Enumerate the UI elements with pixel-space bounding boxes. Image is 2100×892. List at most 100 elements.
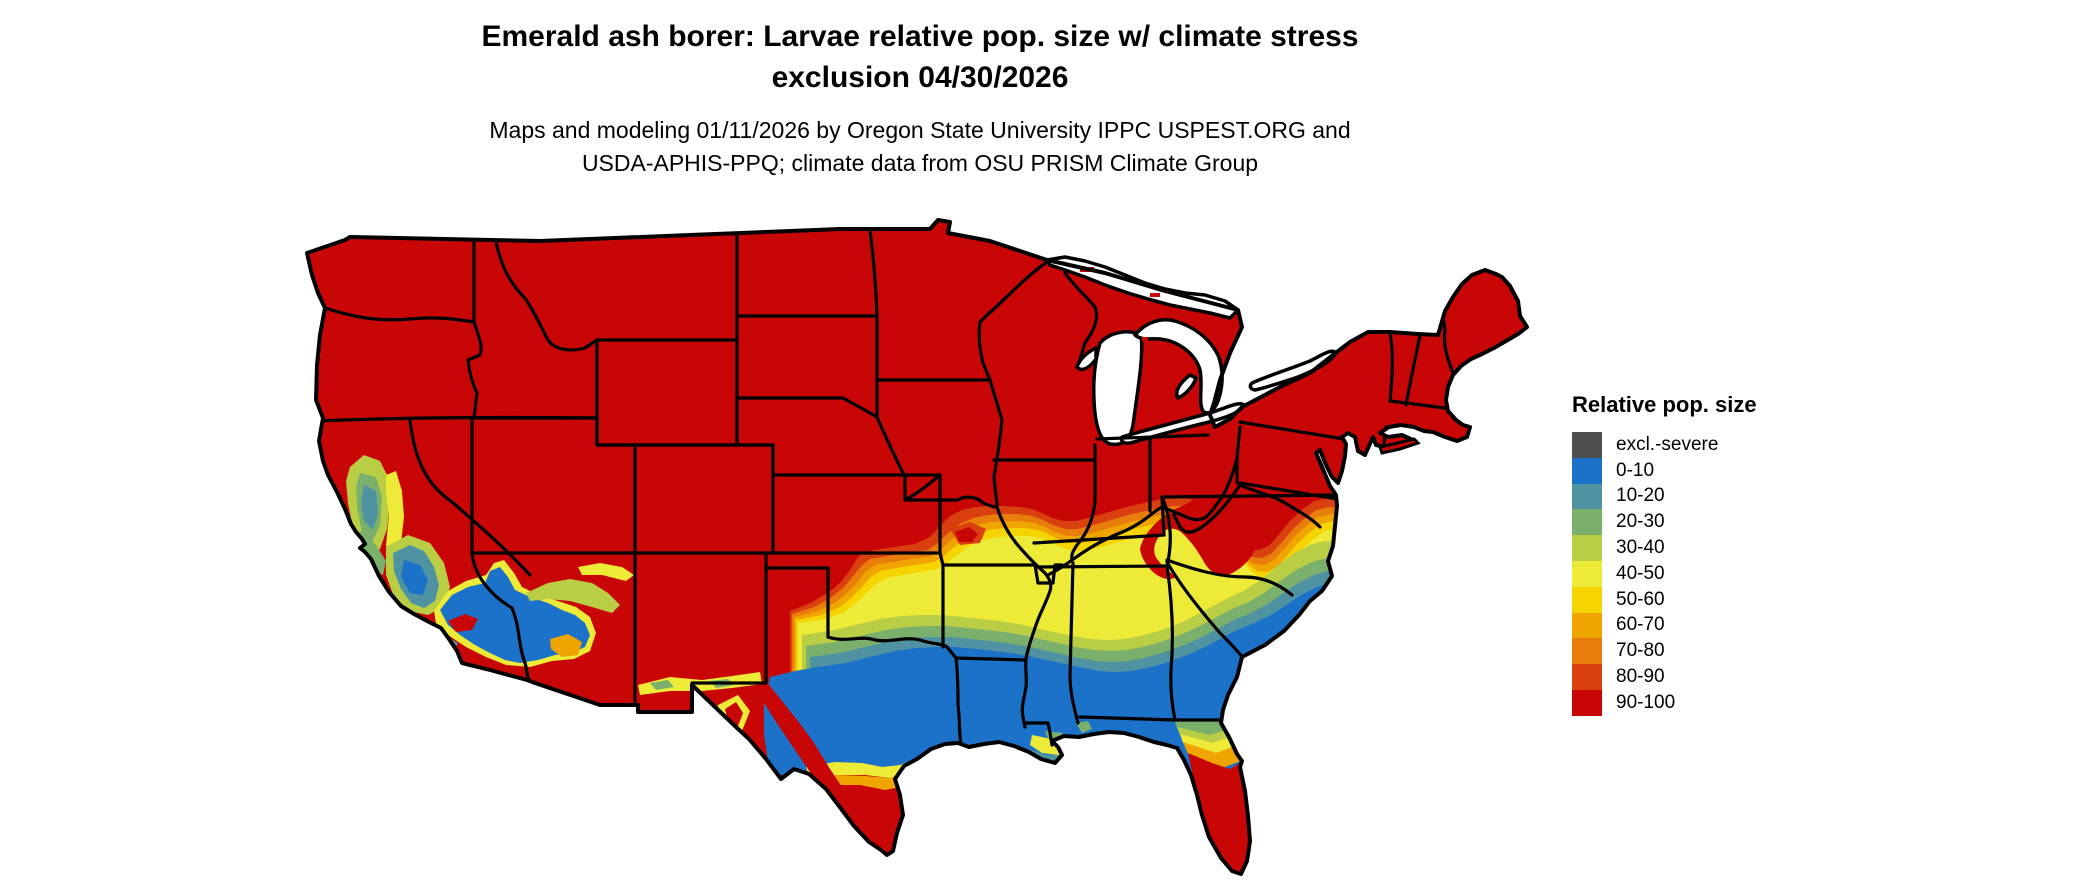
- border-nv-az: [470, 551, 514, 610]
- map-title-line1: Emerald ash borer: Larvae relative pop. …: [481, 20, 1359, 53]
- border-ne-mo-river: [903, 473, 942, 502]
- header: Emerald ash borer: Larvae relative pop. …: [170, 16, 1670, 180]
- legend-swatch-20-30: [1572, 509, 1602, 536]
- legend-label: excl.-severe: [1616, 433, 1719, 455]
- legend-swatch-50-60: [1572, 586, 1602, 613]
- legend-label: 50-60: [1616, 588, 1665, 610]
- border-va-ky: [1160, 495, 1166, 537]
- legend-item-90-100: 90-100: [1572, 689, 1832, 716]
- legend-item-0-10: 0-10: [1572, 457, 1832, 484]
- legend-item-excl-severe: excl.-severe: [1572, 432, 1832, 458]
- fill-stx-yellow: [806, 742, 962, 779]
- border-ca-nv: [408, 418, 532, 577]
- legend-items: excl.-severe 0-10 10-20 20-30 30-40 40-5…: [1572, 432, 1832, 716]
- legend-label: 70-80: [1616, 640, 1665, 662]
- fill-phoenix-orange: [550, 634, 582, 657]
- fill-stx-orange: [810, 752, 963, 790]
- border-oh-pa: [1235, 425, 1242, 460]
- legend-label: 80-90: [1616, 666, 1665, 688]
- border-ok-panhandle: [764, 566, 830, 639]
- legend-swatch-30-40: [1572, 535, 1602, 561]
- map-legend: Relative pop. size excl.-severe 0-10 10-…: [1572, 392, 1832, 716]
- fill-sjv-blue: [401, 560, 428, 595]
- legend-item-20-30: 20-30: [1572, 509, 1832, 536]
- fill-appalachian-red: [1140, 465, 1263, 580]
- fill-bigbend-red: [764, 681, 846, 799]
- legend-swatch-70-80: [1572, 638, 1602, 665]
- legend-swatch-excl-severe: [1572, 432, 1602, 458]
- legend-label: 60-70: [1616, 614, 1665, 636]
- fill-az-yellow-squiggle: [578, 563, 634, 581]
- map-subtitle: Maps and modeling 01/11/2026 by Oregon S…: [170, 114, 1670, 180]
- border-ms-al: [1068, 561, 1080, 725]
- green-bay: [1075, 346, 1098, 372]
- fill-fl-red: [1188, 753, 1250, 874]
- border-ma-north: [1388, 399, 1447, 410]
- border-al-fl: [1078, 715, 1177, 722]
- border-pa-ny: [1238, 420, 1352, 442]
- border-ca-az-river: [510, 606, 532, 683]
- border-wa-or: [323, 306, 476, 324]
- fill-transverse-red: [448, 614, 478, 632]
- legend-label: 0-10: [1616, 459, 1655, 481]
- legend-item-10-20: 10-20: [1572, 483, 1832, 510]
- border-nm-tx: [690, 551, 768, 685]
- legend-swatch-10-20: [1572, 483, 1602, 510]
- border-ks-mo: [938, 473, 945, 567]
- legend-swatch-0-10: [1572, 457, 1602, 484]
- border-va-nc: [1160, 493, 1338, 499]
- border-red-river: [826, 635, 949, 649]
- fill-mogollon-ygreen: [526, 579, 620, 613]
- legend-label: 20-30: [1616, 511, 1665, 533]
- legend-item-80-90: 80-90: [1572, 664, 1832, 690]
- legend-swatch-80-90: [1572, 664, 1602, 690]
- border-vt-nh: [1404, 333, 1422, 407]
- legend-swatch-60-70: [1572, 612, 1602, 639]
- map-subtitle-line1: Maps and modeling 01/11/2026 by Oregon S…: [489, 117, 1351, 143]
- border-il-in: [1070, 443, 1097, 561]
- map-title: Emerald ash borer: Larvae relative pop. …: [170, 16, 1670, 98]
- legend-item-50-60: 50-60: [1572, 586, 1832, 613]
- legend-item-40-50: 40-50: [1572, 560, 1832, 587]
- border-potomac: [1238, 483, 1322, 529]
- legend-swatch-90-100: [1572, 689, 1602, 716]
- legend-swatch-40-50: [1572, 560, 1602, 587]
- us-choropleth-map: [290, 215, 1546, 892]
- legend-item-70-80: 70-80: [1572, 638, 1832, 665]
- border-ut: [470, 416, 637, 555]
- border-ky-tn: [1032, 533, 1166, 545]
- us-outline: [305, 218, 1529, 876]
- border-mi-in-oh: [1095, 433, 1210, 441]
- border-or-id: [466, 320, 483, 420]
- border-ms-river: [977, 260, 1053, 729]
- legend-item-60-70: 60-70: [1572, 612, 1832, 639]
- fill-fl-orange: [1183, 742, 1243, 767]
- fill-sac-valley-yellow: [386, 471, 404, 559]
- border-ga-al: [1165, 564, 1177, 722]
- border-sc-ga: [1165, 560, 1244, 659]
- border-sd-ne: [735, 396, 879, 419]
- legend-label: 40-50: [1616, 562, 1665, 584]
- border-tx-ar-la: [945, 645, 1027, 747]
- fill-nca-teal-core: [361, 485, 378, 530]
- legend-title: Relative pop. size: [1572, 392, 1757, 417]
- legend-label: 30-40: [1616, 537, 1665, 559]
- legend-label: 10-20: [1616, 485, 1665, 507]
- fill-mobile-green: [1076, 721, 1092, 733]
- saginaw-bay: [1175, 373, 1198, 400]
- border-tn-south: [1034, 564, 1169, 569]
- border-nc-sc: [1165, 558, 1294, 597]
- legend-label: 90-100: [1616, 691, 1676, 713]
- us-map-svg: [305, 218, 1529, 876]
- map-title-line2: exclusion 04/30/2026: [771, 61, 1069, 94]
- border-nh-me: [1440, 308, 1455, 375]
- border-co: [633, 443, 775, 555]
- map-subtitle-line2: USDA-APHIS-PPQ; climate data from OSU PR…: [581, 150, 1259, 176]
- fill-delta-yellow: [1030, 735, 1065, 755]
- border-nd-mn-redriver: [868, 229, 879, 318]
- border-wi-mi: [1063, 271, 1099, 365]
- border-id-mt: [493, 235, 599, 352]
- border-ia-mo: [903, 495, 996, 509]
- fill-ozark-red-mottle: [955, 527, 978, 542]
